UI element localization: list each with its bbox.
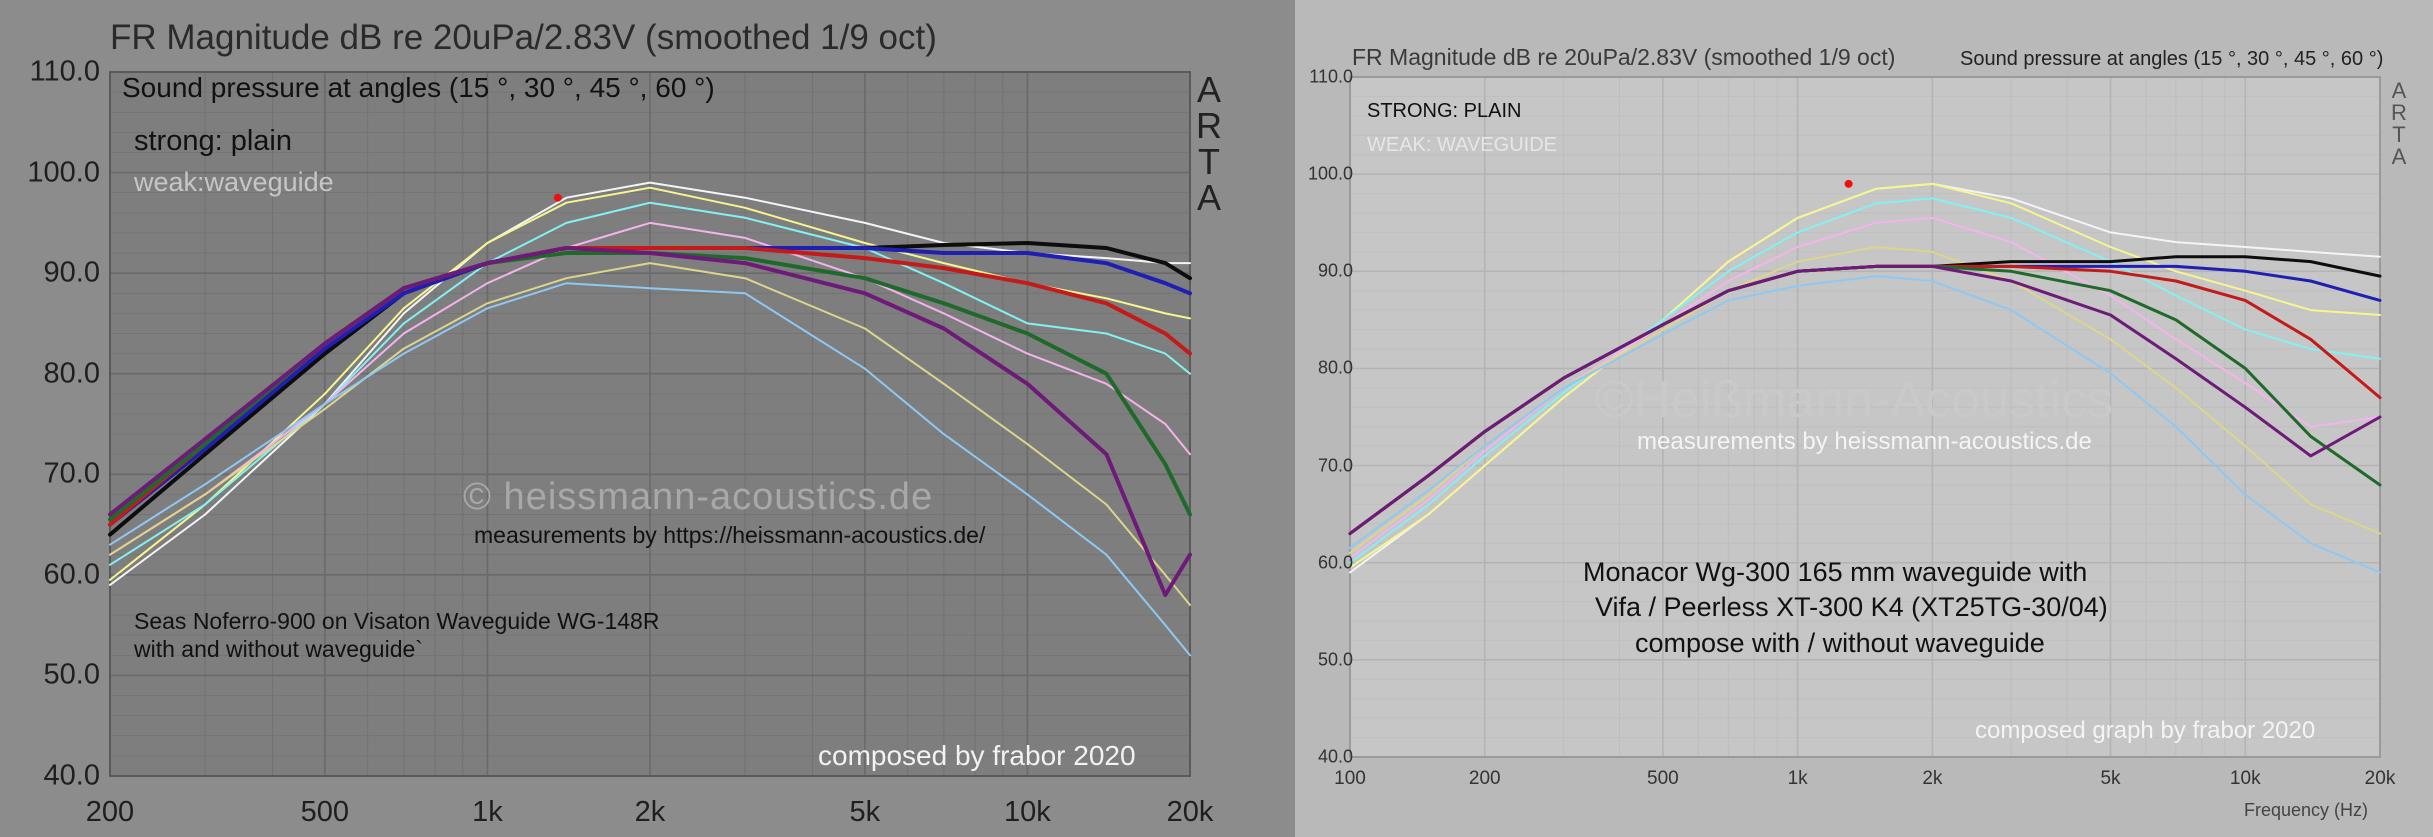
chart-subtitle: Sound pressure at angles (15 °, 30 °, 45…: [1960, 48, 2384, 70]
device-description: Monacor Wg-300 165 mm waveguide with: [1583, 557, 2088, 587]
arta-letter: T: [2392, 122, 2406, 147]
series-line-yellow: [1349, 182, 2381, 569]
x-tick-label: 100: [1334, 768, 1366, 789]
arta-brand: A R T A: [1196, 72, 1222, 216]
x-tick-label: 5k: [849, 796, 881, 828]
arta-letter: R: [1196, 105, 1222, 146]
series-line-purple: [1348, 264, 2382, 536]
arta-brand: A R T A: [2391, 80, 2407, 168]
legend-weak: WEAK: WAVEGUIDE: [1367, 134, 1558, 156]
angles-note: Sound pressure at angles (15 °, 30 °, 45…: [122, 72, 715, 103]
x-tick-label: 500: [300, 796, 350, 828]
arta-letter: R: [2391, 100, 2407, 125]
series-line-light-blue: [109, 282, 1191, 657]
y-tick-label: 50.0: [1317, 649, 1353, 670]
series-group: [1348, 182, 2382, 574]
plot-frame: [109, 71, 1191, 777]
x-tick-label: 5k: [2100, 768, 2121, 789]
device-description: Seas Noferro-900 on Visaton Waveguide WG…: [134, 608, 660, 634]
y-tick-label: 70.0: [43, 457, 100, 490]
arta-letter: A: [2391, 78, 2407, 103]
series-line-purple: [108, 246, 1192, 597]
y-tick-label: 110.0: [29, 55, 100, 88]
y-tick-label: 60.0: [1317, 552, 1353, 573]
y-tick-label: 90.0: [1317, 260, 1353, 281]
device-description-2: Vifa / Peerless XT-300 K4 (XT25TG-30/04): [1595, 592, 2108, 622]
chart-title: FR Magnitude dB re 20uPa/2.83V (smoothed…: [110, 18, 937, 57]
device-description-2: with and without waveguide`: [134, 636, 423, 662]
series-group: [108, 181, 1192, 657]
y-tick-label: 60.0: [43, 558, 100, 591]
x-axis-title: Frequency (Hz): [2244, 800, 2369, 820]
series-line-cyan: [109, 201, 1191, 566]
legend-weak: weak:waveguide: [134, 167, 334, 197]
chart-title: FR Magnitude dB re 20uPa/2.83V (smoothed…: [1352, 44, 1896, 70]
device-description-3: compose with / without waveguide: [1635, 628, 2045, 658]
chart-panel-right: FR Magnitude dB re 20uPa/2.83V (smoothed…: [1295, 0, 2433, 837]
series-line-white: [109, 181, 1191, 586]
watermark: © heissmann-acoustics.de: [463, 476, 934, 518]
y-tick-label: 110.0: [1309, 66, 1353, 87]
arta-letter: A: [1196, 177, 1221, 218]
y-tick-label: 40.0: [1317, 746, 1353, 767]
legend-strong: strong: plain: [134, 125, 292, 157]
x-tick-label: 2k: [634, 796, 666, 828]
chart-plot-area: [108, 71, 1192, 777]
y-tick-label: 50.0: [43, 658, 100, 691]
y-tick-label: 80.0: [1317, 357, 1353, 378]
composer-credit: composed by frabor 2020: [818, 740, 1136, 771]
composer-credit: composed graph by frabor 2020: [1975, 717, 2316, 744]
measurements-credit: measurements by https://heissmann-acoust…: [474, 522, 986, 548]
x-tick-label: 500: [1647, 768, 1679, 789]
x-tick-label: 200: [1468, 768, 1501, 789]
x-tick-label: 200: [85, 796, 135, 828]
series-line-cyan: [1349, 197, 2381, 564]
series-line-pink: [1349, 216, 2381, 559]
peak-marker: [553, 193, 562, 202]
plot-background: [1350, 77, 2380, 757]
x-tick-label: 1k: [472, 796, 503, 828]
x-tick-label: 10k: [2229, 768, 2261, 789]
x-tick-label: 20k: [1166, 796, 1214, 828]
watermark: ©Heißmann-Acoustics: [1595, 371, 2114, 429]
peak-marker: [1844, 179, 1853, 188]
y-tick-label: 90.0: [43, 256, 100, 289]
x-tick-label: 2k: [1922, 768, 1943, 789]
y-tick-label: 100.0: [1307, 163, 1353, 184]
measurements-credit: measurements by heissmann-acoustics.de: [1637, 428, 2092, 455]
series-line-yellow: [109, 186, 1191, 581]
arta-letter: T: [1198, 141, 1220, 182]
arta-letter: A: [1196, 69, 1221, 110]
series-line-pink: [109, 221, 1191, 556]
y-tick-label: 70.0: [1317, 455, 1353, 476]
legend-strong: STRONG: PLAIN: [1367, 100, 1522, 122]
series-line-pale-yellow: [109, 262, 1191, 606]
y-tick-label: 40.0: [43, 759, 100, 792]
y-tick-label: 100.0: [27, 156, 100, 189]
y-tick-label: 80.0: [43, 357, 100, 390]
x-tick-label: 10k: [1004, 796, 1051, 828]
arta-letter: A: [2391, 144, 2407, 169]
x-tick-label: 20k: [2364, 768, 2396, 789]
chart-panel-left: FR Magnitude dB re 20uPa/2.83V (smoothed…: [0, 0, 1295, 837]
chart-plot-area: [1348, 76, 2382, 758]
x-tick-label: 1k: [1787, 768, 1808, 789]
series-line-light-blue: [1349, 275, 2381, 574]
